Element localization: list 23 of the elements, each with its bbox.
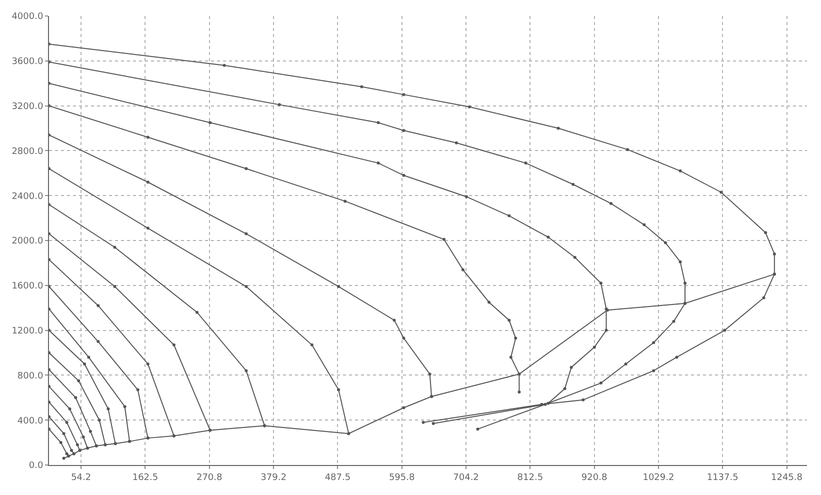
y-tick-label: 1600.0 [12, 282, 44, 292]
x-tick-label: 704.2 [453, 472, 479, 483]
y-tick-label: 2400.0 [12, 192, 44, 202]
x-tick-label: 595.8 [388, 472, 415, 483]
x-tick-label: 812.5 [517, 472, 544, 483]
x-tick-label: 1137.5 [706, 472, 738, 483]
x-tick-label: 1029.2 [642, 472, 674, 483]
x-tick-label: 920.8 [581, 472, 608, 483]
x-tick-label: 270.8 [196, 472, 223, 483]
x-tick-label: 379.2 [260, 472, 286, 483]
y-tick-label: 2000.0 [12, 236, 44, 247]
x-tick-label: 162.5 [132, 472, 158, 483]
x-tick-label: 1245.8 [771, 472, 803, 483]
y-tick-label: 1200.0 [12, 326, 44, 336]
y-tick-label: 3600.0 [12, 57, 44, 68]
x-tick-label: 487.5 [324, 472, 351, 483]
y-tick-label: 3200.0 [12, 102, 44, 112]
y-tick-label: 4000.0 [12, 12, 44, 22]
y-tick-label: 0.0 [28, 461, 44, 472]
x-tick-label: 54.2 [71, 472, 92, 483]
y-tick-label: 2800.0 [12, 146, 44, 157]
y-tick-label: 800.0 [17, 371, 44, 382]
y-tick-label: 400.0 [17, 416, 44, 426]
